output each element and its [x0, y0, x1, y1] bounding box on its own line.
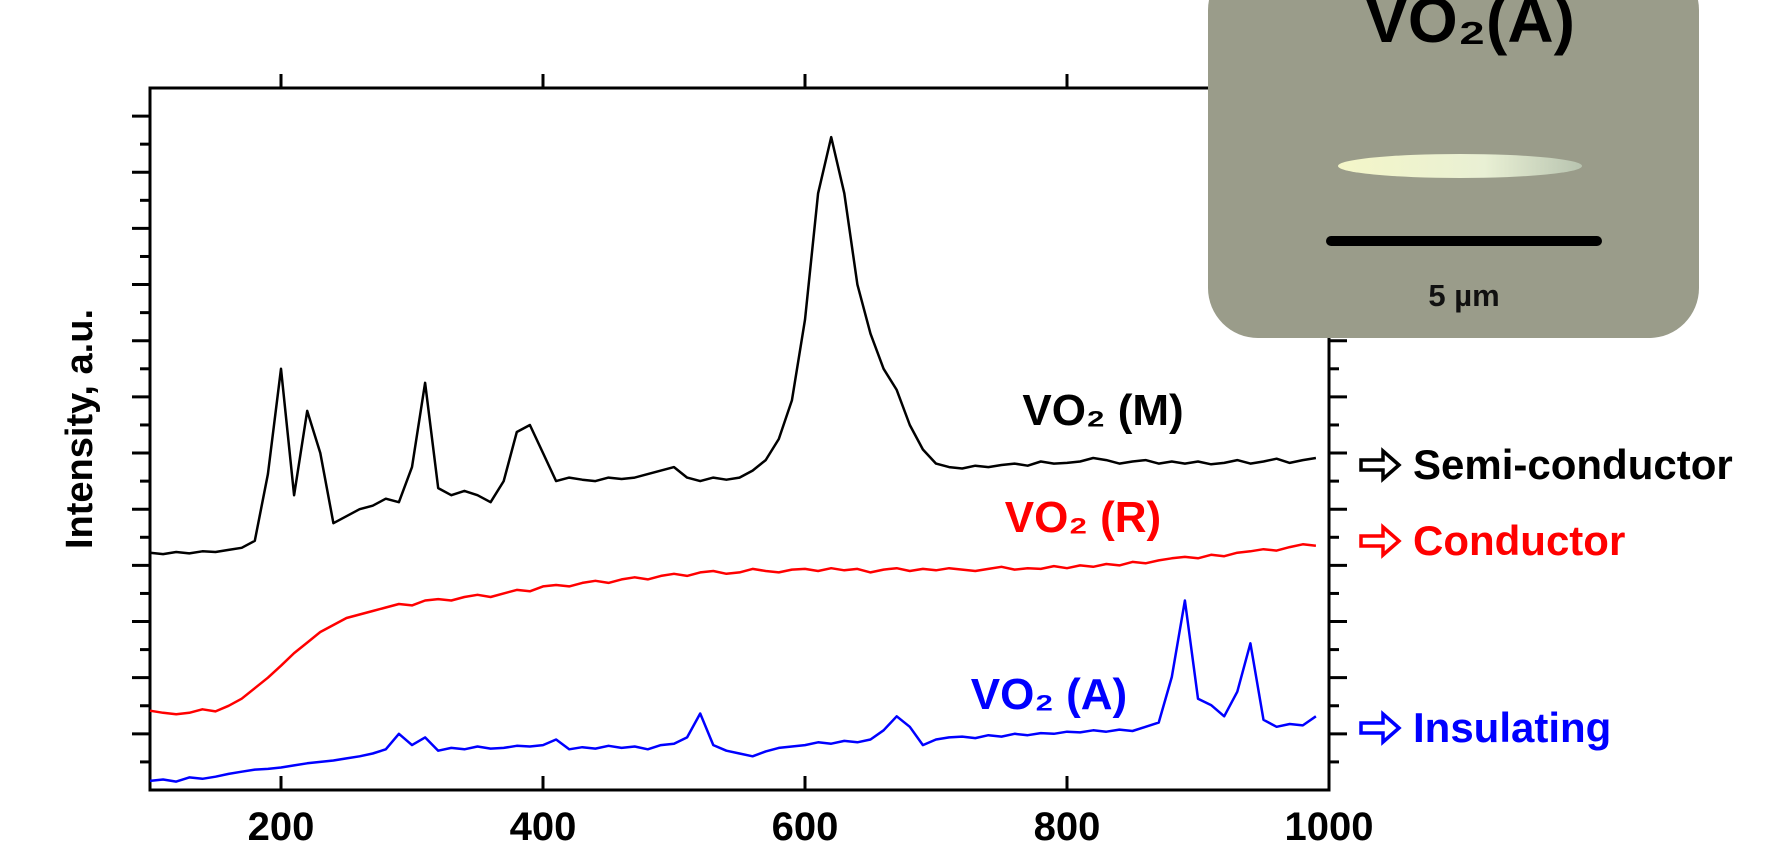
x-tick-label: 600 [772, 805, 839, 846]
spectrum-line [149, 599, 1317, 783]
state-label: Semi-conductor [1413, 441, 1733, 488]
state-label: Insulating [1413, 704, 1611, 751]
state-label: Conductor [1413, 517, 1625, 564]
series-label: VO₂ (A) [971, 670, 1127, 719]
nanorod [1338, 154, 1582, 178]
state-arrow [1359, 447, 1402, 483]
spectrum-line [149, 135, 1317, 556]
y-axis-label: Intensity, a.u. [59, 309, 101, 549]
x-tick-label: 400 [510, 805, 577, 846]
x-tick-label: 1000 [1285, 805, 1374, 846]
inset-title: VO₂(A) [1365, 0, 1575, 56]
plot-frame [148, 86, 1331, 792]
series-label: VO₂ (R) [1005, 493, 1161, 542]
inset: VO₂(A) 5 µm [1208, 0, 1699, 338]
spectrum-line [149, 543, 1317, 716]
series-label: VO₂ (M) [1022, 386, 1183, 435]
x-tick-label: 200 [248, 805, 315, 846]
state-arrow [1359, 523, 1402, 559]
scale-bar-label: 5 µm [1428, 278, 1499, 313]
x-tick-label: 800 [1034, 805, 1101, 846]
state-arrow [1359, 710, 1402, 746]
